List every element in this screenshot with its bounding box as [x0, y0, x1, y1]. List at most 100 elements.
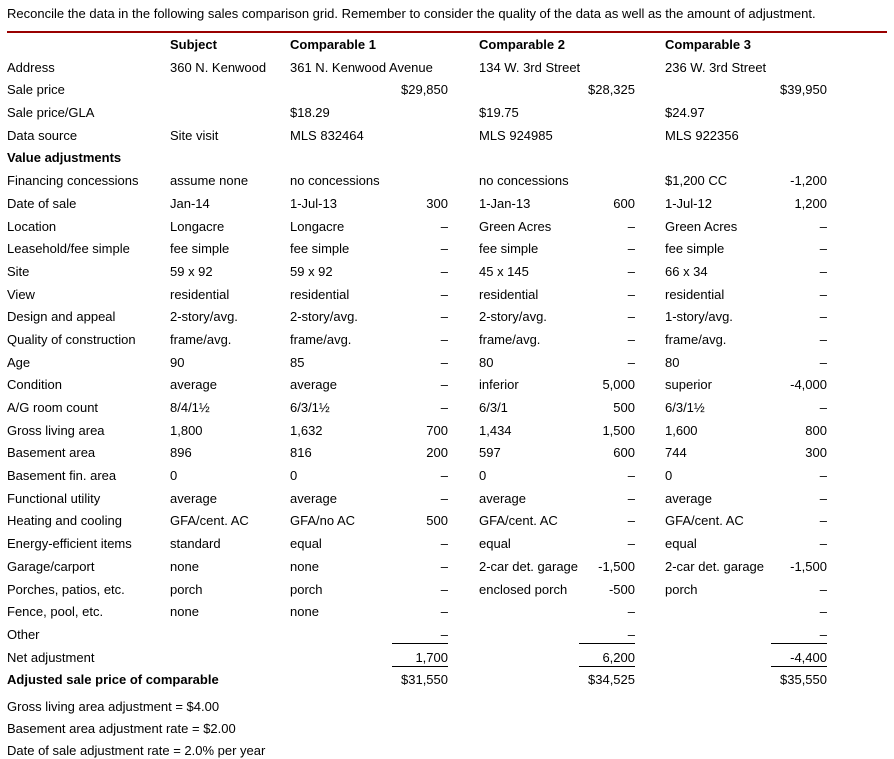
comp2-adjustment: – — [627, 263, 635, 279]
comp3-cell: -4,400 — [665, 650, 827, 667]
table-row: Location Longacre Longacre – Green Acres – Gre… — [7, 219, 894, 242]
basement-adjustment-note: Basement area adjustment rate = $2.00 — [7, 721, 236, 737]
comp2-description: fee simple — [479, 241, 539, 257]
comp1-description: none — [290, 604, 319, 620]
comp1-cell: none – — [290, 604, 448, 619]
comp3-description: Green Acres — [665, 218, 738, 234]
comp2-adjustment: 500 — [613, 400, 635, 415]
comp3-adjustment: – — [819, 354, 827, 370]
comp1-cell: equal – — [290, 536, 448, 551]
comp3-description: 2-car det. garage — [665, 558, 765, 574]
table-row: Age 90 85 – 80 – 80 – — [7, 355, 894, 378]
comp2-cell: 2-car det. garage -1,500 — [479, 559, 635, 574]
comp1-adjustment: – — [392, 627, 448, 644]
comp2-description: $19.75 — [479, 105, 519, 121]
comp1-cell: frame/avg. – — [290, 332, 448, 347]
row-label: Energy-efficient items — [7, 536, 132, 552]
comp1-description: MLS 832464 — [290, 127, 364, 143]
comp1-description: residential — [290, 286, 350, 302]
row-label: Gross living area — [7, 422, 105, 438]
comp3-description: MLS 922356 — [665, 127, 739, 143]
comp3-cell: 80 – — [665, 355, 827, 370]
comp2-adjustment: – — [627, 513, 635, 529]
row-label: Age — [7, 354, 31, 370]
comp1-description: porch — [290, 581, 323, 597]
comp2-description: MLS 924985 — [479, 127, 553, 143]
subject-value: Jan-14 — [170, 195, 210, 211]
comp2-description: inferior — [479, 377, 519, 393]
comp3-adjustment: $35,550 — [780, 672, 827, 688]
subject-value: 2-story/avg. — [170, 309, 238, 325]
row-label: Sale price/GLA — [7, 105, 95, 121]
column-header-comparable-3: Comparable 3 — [665, 37, 751, 52]
comp2-cell: 0– — [479, 468, 635, 483]
comp2-cell: 134 W. 3rd Street — [479, 60, 635, 75]
comp1-description: 6/3/1½ — [290, 400, 330, 415]
comp1-cell: $29,850 — [290, 82, 448, 97]
comp2-cell: 80 – — [479, 355, 635, 370]
comp1-adjustment: – — [440, 490, 448, 506]
comp2-cell: 597 600 — [479, 445, 635, 460]
comp3-cell: 0– — [665, 468, 827, 483]
comp3-description: 1-story/avg. — [665, 309, 733, 325]
comp2-cell: 2-story/avg. – — [479, 309, 635, 324]
subject-value: standard — [170, 536, 221, 552]
comp3-cell: $24.97 — [665, 105, 827, 120]
column-header-comparable-2-cell: Comparable 2 — [479, 37, 635, 52]
row-label: Functional utility — [7, 490, 101, 506]
comp1-description: GFA/no AC — [290, 513, 356, 529]
column-header-comparable-1: Comparable 1 — [290, 37, 376, 52]
comp1-adjustment: $31,550 — [401, 672, 448, 688]
comp3-description: 0 — [665, 468, 673, 484]
comp3-adjustment: 300 — [805, 445, 827, 461]
comp2-cell: fee simple – — [479, 241, 635, 256]
comp2-description: 2-story/avg. — [479, 309, 547, 325]
comp3-cell: $1,200 CC -1,200 — [665, 173, 827, 188]
comp3-adjustment: – — [819, 309, 827, 325]
comp3-adjustment: -1,500 — [790, 558, 827, 574]
comp3-adjustment: – — [819, 604, 827, 620]
comp3-adjustment: – — [819, 400, 827, 415]
comp1-cell: 85 – — [290, 355, 448, 370]
subject-value: 1,800 — [170, 422, 203, 438]
table-row: Leasehold/fee simple fee simple fee simple… — [7, 241, 894, 264]
comp1-adjustment: – — [440, 558, 448, 574]
comp2-cell: average – — [479, 491, 635, 506]
row-label: View — [7, 286, 35, 302]
comp2-description: 1-Jan-13 — [479, 195, 531, 211]
comp3-description: 66 x 34 — [665, 263, 708, 279]
comp2-adjustment: 5,000 — [602, 377, 635, 393]
comp3-adjustment: -4,000 — [790, 377, 827, 393]
comp1-adjustment: – — [440, 581, 448, 597]
subject-value: 896 — [170, 445, 192, 461]
comp3-adjustment: – — [819, 331, 827, 347]
table-row: Value adjustments — [7, 150, 894, 173]
comp3-cell: 1,600 800 — [665, 423, 827, 438]
comp3-adjustment: -1,200 — [790, 173, 827, 189]
comp3-description: 1,600 — [665, 422, 698, 438]
table-row: Condition average average – inferior 5,000 sup… — [7, 377, 894, 400]
subject-value: 360 N. Kenwood — [170, 59, 267, 75]
comp3-description: fee simple — [665, 241, 725, 257]
comp2-description: 6/3/1 — [479, 400, 508, 415]
row-label: Financing concessions — [7, 173, 139, 189]
comp1-cell: 6/3/1½ – — [290, 400, 448, 415]
comp2-cell: – — [479, 604, 635, 619]
subject-value: none — [170, 604, 199, 620]
comp1-description: $18.29 — [290, 105, 330, 121]
comp3-cell: fee simple – — [665, 241, 827, 256]
comp2-cell: enclosed porch -500 — [479, 582, 635, 597]
divider-rule — [7, 31, 887, 33]
subject-value: fee simple — [170, 241, 230, 257]
comp1-cell: MLS 832464 — [290, 128, 448, 143]
table-row: View residential residential – residential – r… — [7, 287, 894, 310]
comp2-adjustment: – — [579, 627, 635, 644]
comp1-cell: porch – — [290, 582, 448, 597]
subject-value: Longacre — [170, 218, 225, 234]
gla-adjustment-note: Gross living area adjustment = $4.00 — [7, 698, 220, 714]
comp1-adjustment: 1,700 — [392, 650, 448, 667]
comp3-cell: 66 x 34 – — [665, 264, 827, 279]
comp2-cell: – — [479, 627, 635, 644]
comp1-cell: – — [290, 627, 448, 644]
